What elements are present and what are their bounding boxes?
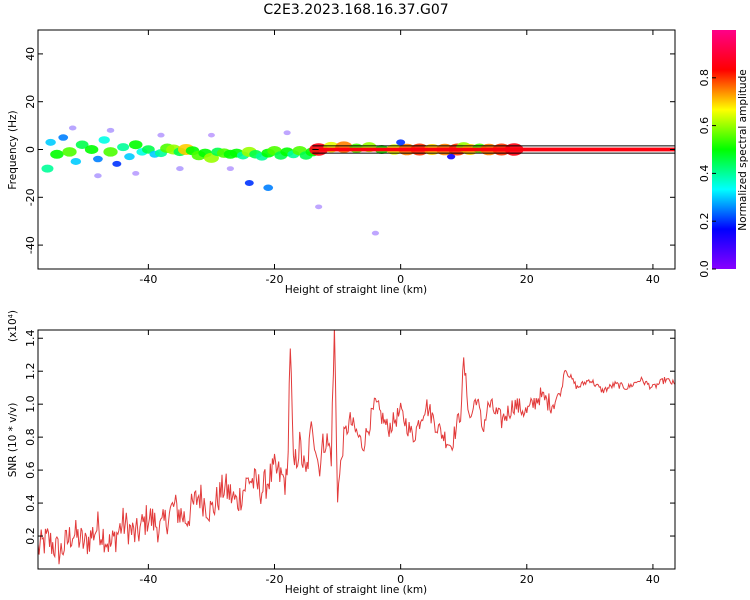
colorbar-tick-label-4: 0.8: [698, 69, 711, 87]
spectrogram-y-tick-label-3: 20: [24, 95, 37, 109]
spectrogram-blob-67: [207, 132, 215, 138]
reference-lines: [312, 145, 675, 154]
snr-y-tick-label-5: 1.2: [24, 362, 37, 380]
spectrogram-blob-11: [112, 160, 122, 167]
spectrogram-blob-10: [103, 147, 118, 157]
spectrogram-blob-13: [124, 153, 135, 161]
snr-y-tick-label-6: 1.4: [24, 329, 37, 347]
spectrogram-blob-5: [70, 157, 82, 165]
spectrogram-blob-62: [94, 173, 102, 179]
snr-y-tick-label-4: 1.0: [24, 395, 37, 413]
spectrogram-x-tick-label-3: 20: [520, 273, 534, 286]
spectrogram-blob-71: [283, 130, 291, 136]
spectrogram-blob-65: [157, 132, 165, 138]
spectrogram-blob-1: [45, 138, 56, 146]
snr-ticks: -40 -20 0 20 40 0.2 0.4 0.6 0.8 1.0 1.2 1.4: [24, 329, 675, 586]
spectrogram-blob-7: [84, 145, 99, 154]
carrier-band: [318, 147, 675, 152]
colorbar-label: Normalized spectral amplitude: [737, 69, 749, 230]
colorbar-tick-label-1: 0.2: [698, 212, 711, 230]
snr-x-tick-label-0: -40: [139, 573, 157, 586]
spectrogram-blob-2: [50, 149, 64, 159]
spectrogram-blob-14: [129, 140, 143, 150]
spectrogram-blob-8: [93, 155, 103, 163]
snr-y-tick-label-3: 0.8: [24, 428, 37, 446]
spectrogram-blob-66: [176, 166, 184, 172]
spectrogram-y-tick-label-2: 0: [24, 146, 37, 153]
colorbar-tick-label-0: 0.0: [698, 260, 711, 278]
spectrogram-x-axis-label: Height of straight line (km): [285, 284, 427, 296]
spectrogram-blob-3: [58, 134, 69, 141]
snr-y-tick-label-2: 0.6: [24, 461, 37, 479]
spectrogram-blob-63: [106, 127, 115, 133]
spectrogram-y-tick-label-1: -20: [24, 188, 37, 206]
colorbar-tick-label-3: 0.6: [698, 117, 711, 135]
spectrogram-y-tick-label-0: -40: [24, 236, 37, 254]
spectrogram-y-tick-label-4: 40: [24, 47, 37, 61]
snr-y-axis-label: SNR (10 * v/v): [7, 403, 19, 478]
snr-x-tick-label-4: 40: [646, 573, 660, 586]
snr-x-tick-label-2: 0: [397, 573, 404, 586]
spectrogram-blob-69: [244, 179, 254, 186]
spectrogram-blob-0: [41, 164, 54, 173]
snr-series-line: [38, 330, 675, 565]
snr-x-tick-label-3: 20: [520, 573, 534, 586]
snr-panel: -40 -20 0 20 40 0.2 0.4 0.6 0.8 1.0 1.2 1.4 Height …: [7, 310, 676, 596]
colorbar-ticks: 0.0 0.2 0.4 0.6 0.8: [698, 69, 716, 278]
spectrogram-blob-75: [446, 153, 456, 160]
snr-y-tick-label-0: 0.2: [24, 527, 37, 545]
spectrogram-blob-64: [132, 171, 140, 176]
figure-title: C2E3.2023.168.16.37.G07: [263, 2, 448, 18]
spectrogram-blob-68: [226, 166, 234, 172]
spectrogram-x-tick-label-2: 0: [397, 273, 404, 286]
spectrogram-blob-12: [117, 143, 130, 152]
spectrogram-ticks: -40 -20 0 20 40 -40 -20 0 20 40: [24, 30, 675, 286]
spectrogram-blob-6: [75, 140, 89, 149]
spectrogram-blobs: [41, 125, 524, 236]
spectrogram-blob-9: [98, 136, 110, 144]
snr-plot-frame: [37, 329, 676, 570]
colorbar-gradient: [712, 30, 736, 269]
spectrogram-panel: -40 -20 0 20 40 -40 -20 0 20 40 Height of straigh…: [7, 29, 676, 296]
spectrogram-blob-61: [68, 125, 77, 131]
spectrogram-blob-73: [371, 230, 380, 236]
snr-y-tick-label-1: 0.4: [24, 494, 37, 512]
spectrogram-blob-4: [62, 147, 77, 157]
spectrogram-blob-74: [396, 139, 406, 146]
spectrogram-x-tick-label-1: -20: [266, 273, 284, 286]
snr-y-multiplier: (x10⁴): [7, 310, 19, 342]
colorbar-tick-label-2: 0.4: [698, 165, 711, 183]
colorbar: 0.0 0.2 0.4 0.6 0.8 Normalized spectral ampl…: [698, 30, 749, 278]
snr-x-axis-label: Height of straight line (km): [285, 584, 427, 596]
snr-x-tick-label-1: -20: [266, 573, 284, 586]
spectrogram-x-tick-label-4: 40: [646, 273, 660, 286]
spectrogram-blob-70: [263, 184, 274, 191]
spectrogram-x-tick-label-0: -40: [139, 273, 157, 286]
spectrogram-blob-72: [315, 204, 323, 210]
spectrogram-y-axis-label: Frequency (Hz): [7, 110, 19, 189]
